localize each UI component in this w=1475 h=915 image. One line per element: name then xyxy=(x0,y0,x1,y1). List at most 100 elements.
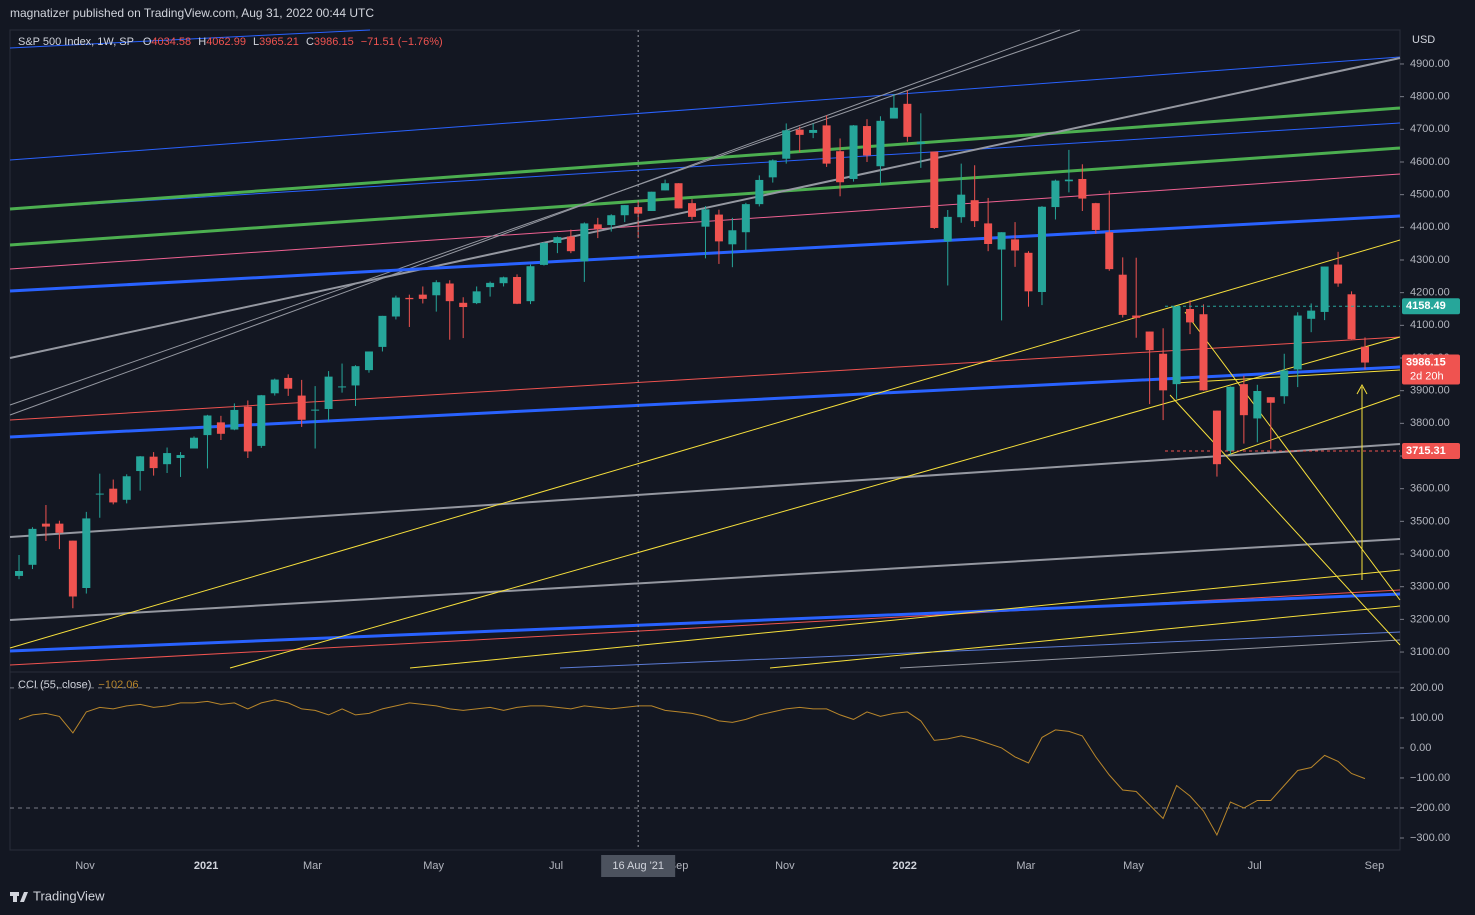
x-tick-label: Sep xyxy=(1365,860,1385,872)
y-tick-label: 4100.00 xyxy=(1410,319,1450,331)
candle-body xyxy=(943,216,952,242)
price-marker xyxy=(1402,298,1460,315)
open-value: 4034.58 xyxy=(151,36,191,48)
candle-body xyxy=(472,291,481,304)
candle-body xyxy=(1212,410,1221,465)
candle-body xyxy=(28,528,37,565)
candle-body xyxy=(1334,264,1343,284)
candle-body xyxy=(1051,180,1060,208)
candle-body xyxy=(836,151,845,183)
candle-body xyxy=(768,160,777,178)
candle-body xyxy=(513,276,522,304)
candle-body xyxy=(311,409,320,411)
x-tick-label: 2021 xyxy=(194,860,218,872)
candle-body xyxy=(916,141,925,145)
ohlc-label: O xyxy=(143,36,152,48)
candle-body xyxy=(1280,370,1289,397)
candle-body xyxy=(1199,314,1208,391)
candle-body xyxy=(364,351,373,371)
candle-body xyxy=(1307,310,1316,319)
y-tick-label: 3500.00 xyxy=(1410,515,1450,527)
candle-body xyxy=(68,540,77,597)
candle-body xyxy=(257,395,266,446)
currency: USD xyxy=(1412,34,1435,46)
crosshair-label: 16 Aug '21 xyxy=(612,860,664,872)
candle-body xyxy=(580,223,589,262)
candle-body xyxy=(862,126,871,156)
y-tick-label: 4900.00 xyxy=(1410,58,1450,70)
price-marker-label: 3715.31 xyxy=(1406,445,1446,457)
cci-value: −102.06 xyxy=(98,679,138,691)
candle-body xyxy=(1293,315,1302,370)
candle-body xyxy=(970,200,979,222)
candle-body xyxy=(391,297,400,317)
y-tick-label: 4300.00 xyxy=(1410,254,1450,266)
candle-body xyxy=(903,103,912,137)
ohlc-label: C xyxy=(306,36,314,48)
candle-body xyxy=(216,422,225,434)
candle-body xyxy=(1118,274,1127,315)
y-tick-label: 100.00 xyxy=(1410,712,1444,724)
candle-body xyxy=(809,129,818,133)
legend: S&P 500 Index, 1W, SP O4034.58 H4062.99 … xyxy=(18,36,443,48)
candle-body xyxy=(189,437,198,449)
candle-body xyxy=(957,194,966,218)
candle-body xyxy=(701,209,710,227)
candle-body xyxy=(526,266,535,302)
ohlc-label: L xyxy=(253,36,259,48)
candle-body xyxy=(243,406,252,452)
candle-body xyxy=(849,125,858,179)
candle-body xyxy=(297,395,306,420)
x-tick-label: May xyxy=(1123,860,1144,872)
candle-body xyxy=(351,366,360,386)
candle-body xyxy=(661,183,670,191)
y-tick-label: 0.00 xyxy=(1410,742,1431,754)
x-tick-label: Jul xyxy=(549,860,563,872)
y-tick-label: 3900.00 xyxy=(1410,385,1450,397)
candle-body xyxy=(1226,386,1235,452)
candle-body xyxy=(647,191,656,211)
candle-body xyxy=(620,205,629,216)
candle-body xyxy=(755,179,764,205)
candle-body xyxy=(176,455,185,458)
logo xyxy=(10,892,28,902)
candle-body xyxy=(41,523,50,527)
candle-body xyxy=(1024,252,1033,292)
candle-body xyxy=(1320,266,1329,312)
candle-body xyxy=(136,456,145,472)
candle-body xyxy=(338,386,347,388)
y-tick-label: 200.00 xyxy=(1410,682,1444,694)
candle-body xyxy=(230,409,239,430)
candle-body xyxy=(486,282,495,288)
x-tick-label: Nov xyxy=(775,860,795,872)
candle-body xyxy=(82,518,91,588)
x-tick-label: Mar xyxy=(303,860,322,872)
y-tick-label: 3800.00 xyxy=(1410,417,1450,429)
candle-body xyxy=(1361,346,1370,363)
symbol-title: S&P 500 Index, 1W, SP xyxy=(18,36,134,48)
candle-body xyxy=(607,215,616,226)
y-tick-label: −200.00 xyxy=(1410,802,1450,814)
candle-body xyxy=(1064,179,1073,182)
x-tick-label: May xyxy=(423,860,444,872)
candle-body xyxy=(782,130,791,159)
x-tick-label: Nov xyxy=(75,860,95,872)
candle-body xyxy=(163,453,172,465)
y-tick-label: 4400.00 xyxy=(1410,221,1450,233)
cci-legend: CCI (55, close) −102.06 xyxy=(18,679,139,691)
candle-body xyxy=(539,243,548,265)
y-tick-label: 3400.00 xyxy=(1410,548,1450,560)
candle-body xyxy=(1078,178,1087,199)
candle-body xyxy=(499,277,508,284)
candle-body xyxy=(1105,232,1114,270)
candle-body xyxy=(566,236,575,252)
candle-body xyxy=(997,232,1006,250)
candle-body xyxy=(55,523,64,533)
x-tick-label: Jul xyxy=(1248,860,1262,872)
y-tick-label: 3200.00 xyxy=(1410,613,1450,625)
high-value: 4062.99 xyxy=(206,36,246,48)
y-tick-label: 3600.00 xyxy=(1410,483,1450,495)
change: −71.51 (−1.76%) xyxy=(361,36,443,48)
